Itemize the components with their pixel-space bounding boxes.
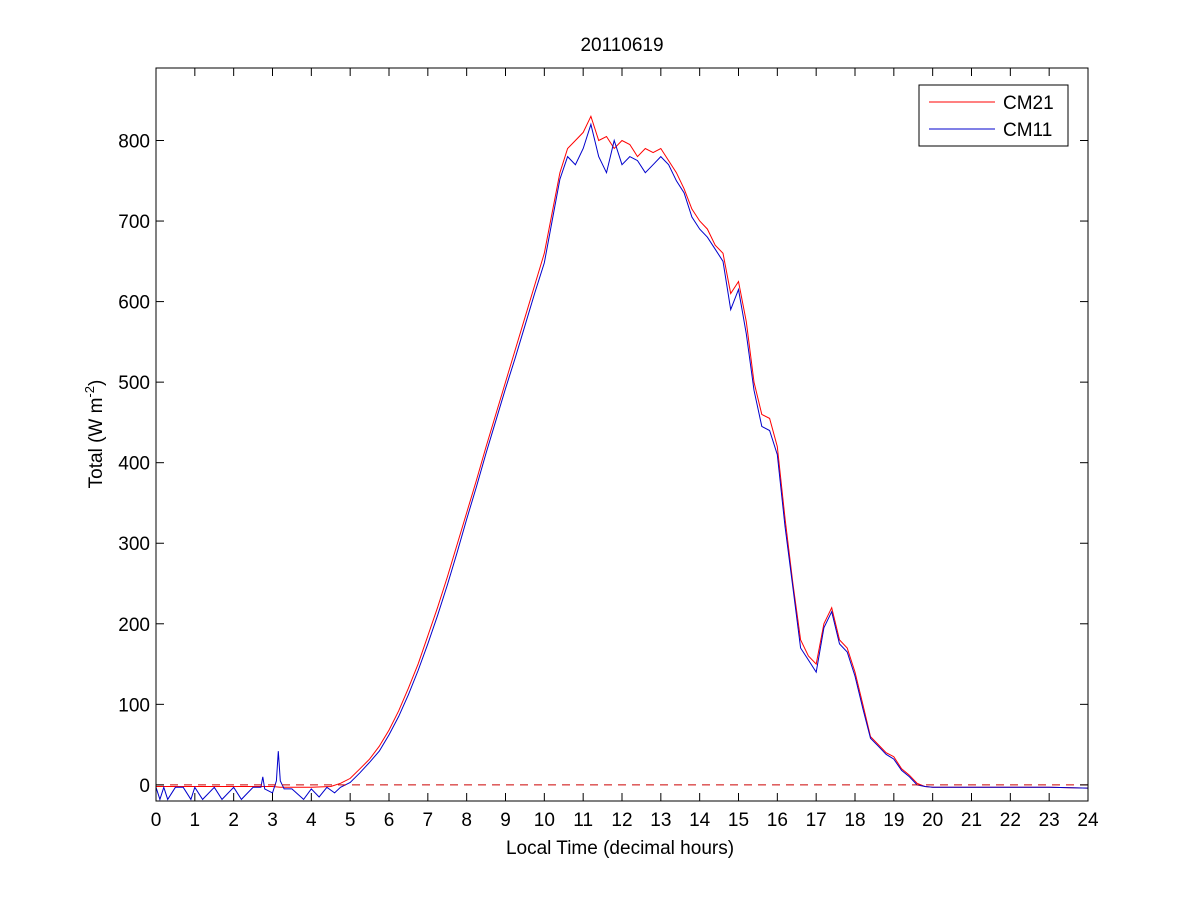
- x-tick-label: 15: [728, 810, 749, 831]
- x-tick-label: 5: [345, 810, 356, 831]
- y-tick-label: 100: [118, 695, 150, 716]
- legend-box: [918, 84, 1069, 147]
- x-tick-label: 1: [190, 810, 201, 831]
- series-line-cm11: [156, 122, 1088, 801]
- y-axis-label-superscript: -2: [82, 386, 97, 398]
- legend: CM21 CM11: [918, 84, 1069, 147]
- x-tick-label: 11: [573, 810, 593, 831]
- x-tick-label: 17: [806, 810, 827, 831]
- chart-title: 20110619: [580, 35, 663, 56]
- x-tick-label: 18: [844, 810, 865, 831]
- x-tick-label: 24: [1077, 810, 1099, 831]
- y-axis-label-prefix: Total (W m: [86, 398, 107, 489]
- y-axis-label-suffix: ): [86, 380, 107, 386]
- x-tick-label: 9: [500, 810, 511, 831]
- x-tick-label: 6: [384, 810, 395, 831]
- x-tick-label: 7: [423, 810, 434, 831]
- series-layer: [156, 114, 1088, 801]
- x-tick-label: 16: [767, 810, 788, 831]
- y-tick-label: 0: [139, 776, 150, 797]
- y-tick-label: 700: [118, 212, 150, 233]
- x-axis-label: Local Time (decimal hours): [506, 838, 734, 859]
- y-tick-label: 400: [118, 454, 150, 475]
- x-tick-label: 21: [961, 810, 982, 831]
- y-tick-label: 500: [118, 373, 150, 394]
- x-tick-label: 10: [534, 810, 555, 831]
- x-tick-label: 13: [650, 810, 671, 831]
- x-tick-label: 8: [461, 810, 472, 831]
- y-axis-label: Total (W m-2): [82, 380, 107, 489]
- y-tick-label: 300: [118, 534, 150, 555]
- x-tick-label: 12: [611, 810, 632, 831]
- x-tick-label: 14: [689, 810, 711, 831]
- x-tick-label: 22: [1000, 810, 1021, 831]
- x-tick-label: 23: [1039, 810, 1060, 831]
- x-tick-label: 2: [228, 810, 239, 831]
- y-tick-label: 800: [118, 131, 150, 152]
- x-tick-label: 3: [267, 810, 278, 831]
- x-tick-label: 4: [306, 810, 317, 831]
- series-line-cm21: [156, 114, 1088, 789]
- x-axis: 0 1 2 3 4 5 6 7 8 9 10 11 12 13 14 15 16 17 18 19 20 21 22 23 24: [151, 68, 1099, 831]
- legend-label-cm11: CM11: [1003, 120, 1052, 141]
- y-tick-label: 600: [118, 293, 150, 314]
- x-tick-label: 20: [922, 810, 943, 831]
- x-tick-label: 0: [151, 810, 162, 831]
- y-axis: 0 100 200 300 400 500 600 700 800: [118, 131, 1088, 797]
- x-tick-label: 19: [883, 810, 904, 831]
- y-tick-label: 200: [118, 615, 150, 636]
- legend-label-cm21: CM21: [1003, 93, 1054, 114]
